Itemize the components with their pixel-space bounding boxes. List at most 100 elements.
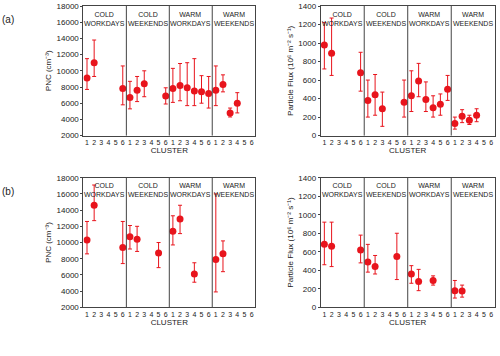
svg-text:2: 2 (373, 311, 377, 318)
svg-text:6: 6 (121, 311, 125, 318)
svg-text:6: 6 (164, 311, 168, 318)
svg-text:5: 5 (200, 311, 204, 318)
svg-text:2: 2 (135, 139, 139, 146)
svg-text:COLDWEEKENDS: COLDWEEKENDS (128, 182, 168, 198)
svg-text:4: 4 (388, 139, 392, 146)
svg-text:4: 4 (192, 311, 196, 318)
svg-text:5: 5 (157, 139, 161, 146)
svg-text:4: 4 (431, 311, 435, 318)
svg-text:COLDWORKDAYS: COLDWORKDAYS (322, 182, 363, 198)
svg-text:4: 4 (475, 139, 479, 146)
svg-text:2: 2 (460, 139, 464, 146)
svg-text:18000: 18000 (57, 174, 80, 183)
svg-text:6000: 6000 (61, 271, 79, 280)
svg-text:3: 3 (424, 311, 428, 318)
svg-text:5: 5 (157, 311, 161, 318)
svg-text:400: 400 (303, 94, 317, 103)
svg-text:2: 2 (373, 139, 377, 146)
svg-text:WARMWORKDAYS: WARMWORKDAYS (409, 182, 450, 198)
svg-text:6: 6 (121, 139, 125, 146)
svg-text:1: 1 (128, 311, 132, 318)
svg-text:(b): (b) (2, 186, 14, 197)
svg-text:8000: 8000 (61, 255, 79, 264)
svg-text:3: 3 (337, 311, 341, 318)
svg-text:3: 3 (380, 139, 384, 146)
svg-text:6: 6 (359, 311, 363, 318)
svg-text:1: 1 (85, 139, 89, 146)
svg-text:3: 3 (380, 311, 384, 318)
svg-text:WARMWEEKENDS: WARMWEEKENDS (214, 11, 254, 27)
svg-text:1: 1 (214, 311, 218, 318)
svg-text:WARMWEEKENDS: WARMWEEKENDS (453, 182, 493, 198)
svg-text:COLDWEEKENDS: COLDWEEKENDS (128, 11, 168, 27)
svg-text:6: 6 (359, 139, 363, 146)
svg-text:4: 4 (344, 311, 348, 318)
svg-text:PNC (cm⁻³): PNC (cm⁻³) (44, 222, 53, 263)
svg-text:6: 6 (207, 139, 211, 146)
svg-text:1400: 1400 (298, 2, 316, 11)
svg-text:2: 2 (330, 139, 334, 146)
svg-text:3: 3 (99, 311, 103, 318)
svg-text:2: 2 (135, 311, 139, 318)
svg-text:800: 800 (303, 57, 317, 66)
svg-text:6: 6 (250, 139, 254, 146)
svg-text:4000: 4000 (61, 115, 79, 124)
svg-text:4: 4 (388, 311, 392, 318)
svg-text:1: 1 (171, 311, 175, 318)
svg-text:2: 2 (178, 311, 182, 318)
svg-text:1: 1 (171, 139, 175, 146)
svg-text:5: 5 (351, 139, 355, 146)
svg-text:1: 1 (322, 139, 326, 146)
svg-text:600: 600 (303, 248, 317, 257)
svg-text:3: 3 (142, 311, 146, 318)
svg-text:16000: 16000 (57, 18, 80, 27)
svg-text:4: 4 (192, 139, 196, 146)
svg-text:4: 4 (431, 139, 435, 146)
svg-text:4: 4 (107, 311, 111, 318)
svg-text:10000: 10000 (57, 67, 80, 76)
svg-text:COLDWORKDAYS: COLDWORKDAYS (84, 11, 125, 27)
svg-text:3: 3 (228, 139, 232, 146)
svg-text:5: 5 (114, 139, 118, 146)
svg-text:4: 4 (344, 139, 348, 146)
svg-text:2000: 2000 (61, 303, 79, 312)
svg-text:6: 6 (402, 311, 406, 318)
svg-text:WARMWEEKENDS: WARMWEEKENDS (453, 11, 493, 27)
svg-text:2: 2 (92, 311, 96, 318)
svg-text:1200: 1200 (298, 20, 316, 29)
svg-text:3: 3 (99, 139, 103, 146)
svg-text:WARMWORKDAYS: WARMWORKDAYS (170, 11, 211, 27)
svg-text:5: 5 (438, 311, 442, 318)
svg-text:3: 3 (185, 139, 189, 146)
svg-text:6: 6 (402, 139, 406, 146)
svg-text:2: 2 (460, 311, 464, 318)
svg-text:1: 1 (453, 139, 457, 146)
svg-text:16000: 16000 (57, 190, 80, 199)
svg-text:1: 1 (128, 139, 132, 146)
svg-text:5: 5 (200, 139, 204, 146)
svg-text:Particle Flux (10⁶ m⁻² s⁻¹): Particle Flux (10⁶ m⁻² s⁻¹) (286, 25, 295, 116)
svg-text:2000: 2000 (61, 131, 79, 140)
svg-text:2: 2 (221, 139, 225, 146)
svg-text:1000: 1000 (298, 211, 316, 220)
svg-text:8000: 8000 (61, 83, 79, 92)
svg-text:5: 5 (482, 311, 486, 318)
svg-text:4: 4 (475, 311, 479, 318)
svg-text:14000: 14000 (57, 34, 80, 43)
svg-text:600: 600 (303, 76, 317, 85)
svg-text:WARMWORKDAYS: WARMWORKDAYS (409, 11, 450, 27)
svg-text:1: 1 (409, 311, 413, 318)
svg-text:4: 4 (149, 139, 153, 146)
svg-text:800: 800 (303, 229, 317, 238)
svg-text:2: 2 (221, 311, 225, 318)
svg-text:2: 2 (417, 139, 421, 146)
svg-text:6: 6 (489, 311, 493, 318)
svg-text:1: 1 (322, 311, 326, 318)
svg-text:2: 2 (92, 139, 96, 146)
svg-text:COLDWEEKENDS: COLDWEEKENDS (366, 11, 406, 27)
svg-text:200: 200 (303, 285, 317, 294)
svg-text:4: 4 (235, 139, 239, 146)
svg-text:CLUSTER: CLUSTER (151, 318, 189, 327)
svg-text:Particle Flux (10⁶ m⁻² s⁻¹): Particle Flux (10⁶ m⁻² s⁻¹) (286, 197, 295, 288)
svg-text:6: 6 (164, 139, 168, 146)
